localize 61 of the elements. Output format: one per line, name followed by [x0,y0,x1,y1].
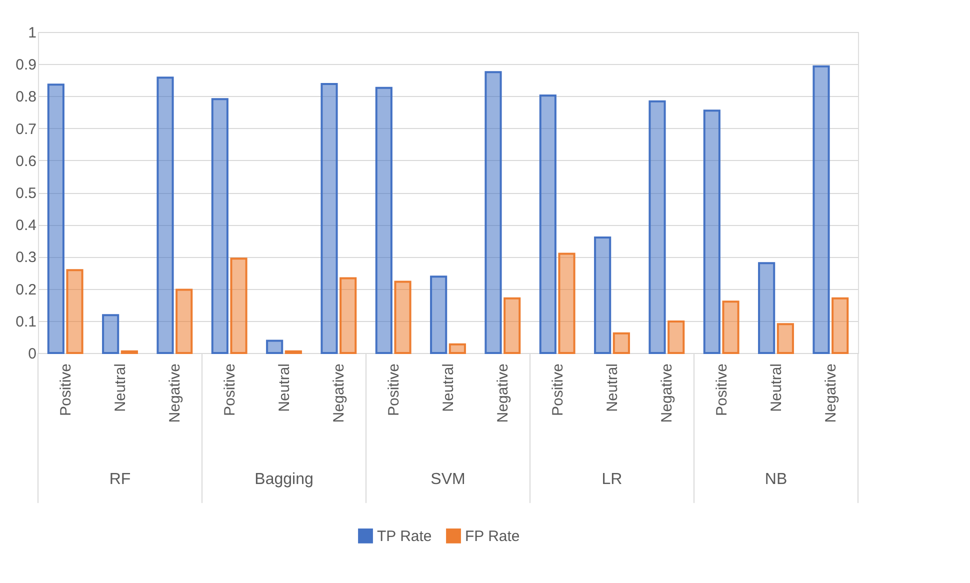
bar [832,297,849,354]
bar [758,262,776,354]
bar [340,277,357,354]
x-tick-label: Neutral [768,364,785,412]
bar [394,280,412,354]
y-tick-label: 0.4 [16,217,36,234]
x-tick-label: Positive [221,364,238,416]
x-tick-label: Positive [385,364,402,416]
x-tick-label: Positive [713,364,730,416]
text: RF [109,471,131,488]
bar [320,83,338,354]
bar [102,314,120,354]
text: SVM [430,471,466,488]
y-tick-label: 0.7 [16,120,36,138]
x-tick-label: Negative [330,364,348,423]
bar [266,340,284,354]
bar [230,258,248,354]
bar [448,343,466,354]
bar [484,71,502,354]
y-tick-label: 1 [28,24,36,42]
y-tick-label: 0.2 [16,281,36,298]
bar [66,269,84,354]
bar [375,86,392,354]
bar [648,100,666,354]
x-tick-label: Neutral [604,364,621,412]
legend-label: FP Rate [465,528,520,545]
bar [812,65,830,354]
y-tick-label: 0.1 [16,313,36,330]
bar [504,297,521,354]
bar [722,300,740,354]
x-tick-label: Negative [658,364,676,423]
x-tick-label: Positive [549,364,566,416]
text: LR [602,471,622,488]
bar [776,323,794,354]
text: Bagging [254,471,314,488]
x-tick-label: Negative [822,364,840,423]
bar [430,276,448,354]
bar [558,252,576,354]
bar [176,288,193,354]
y-tick-label: 0.3 [16,249,36,266]
y-tick-label: 0.5 [16,185,36,202]
y-tick-label: 0.9 [16,56,36,74]
y-tick-label: 0.6 [16,152,36,170]
x-tick-label: Negative [166,364,184,423]
bar [594,236,612,354]
bar [211,98,228,354]
bar [612,332,630,354]
x-tick-label: Neutral [276,364,293,412]
bar [668,320,685,354]
legend-label: TP Rate [377,528,432,545]
x-tick-label: Positive [57,364,74,416]
y-tick-label: 0 [28,346,36,362]
x-tick-label: Negative [494,364,512,423]
bar [703,110,720,354]
bar [156,76,174,354]
bar [539,94,556,354]
text: NB [764,471,788,488]
x-tick-label: Neutral [112,364,129,412]
bar [47,84,64,354]
y-tick-label: 0.8 [16,88,36,106]
x-tick-label: Neutral [440,364,457,412]
